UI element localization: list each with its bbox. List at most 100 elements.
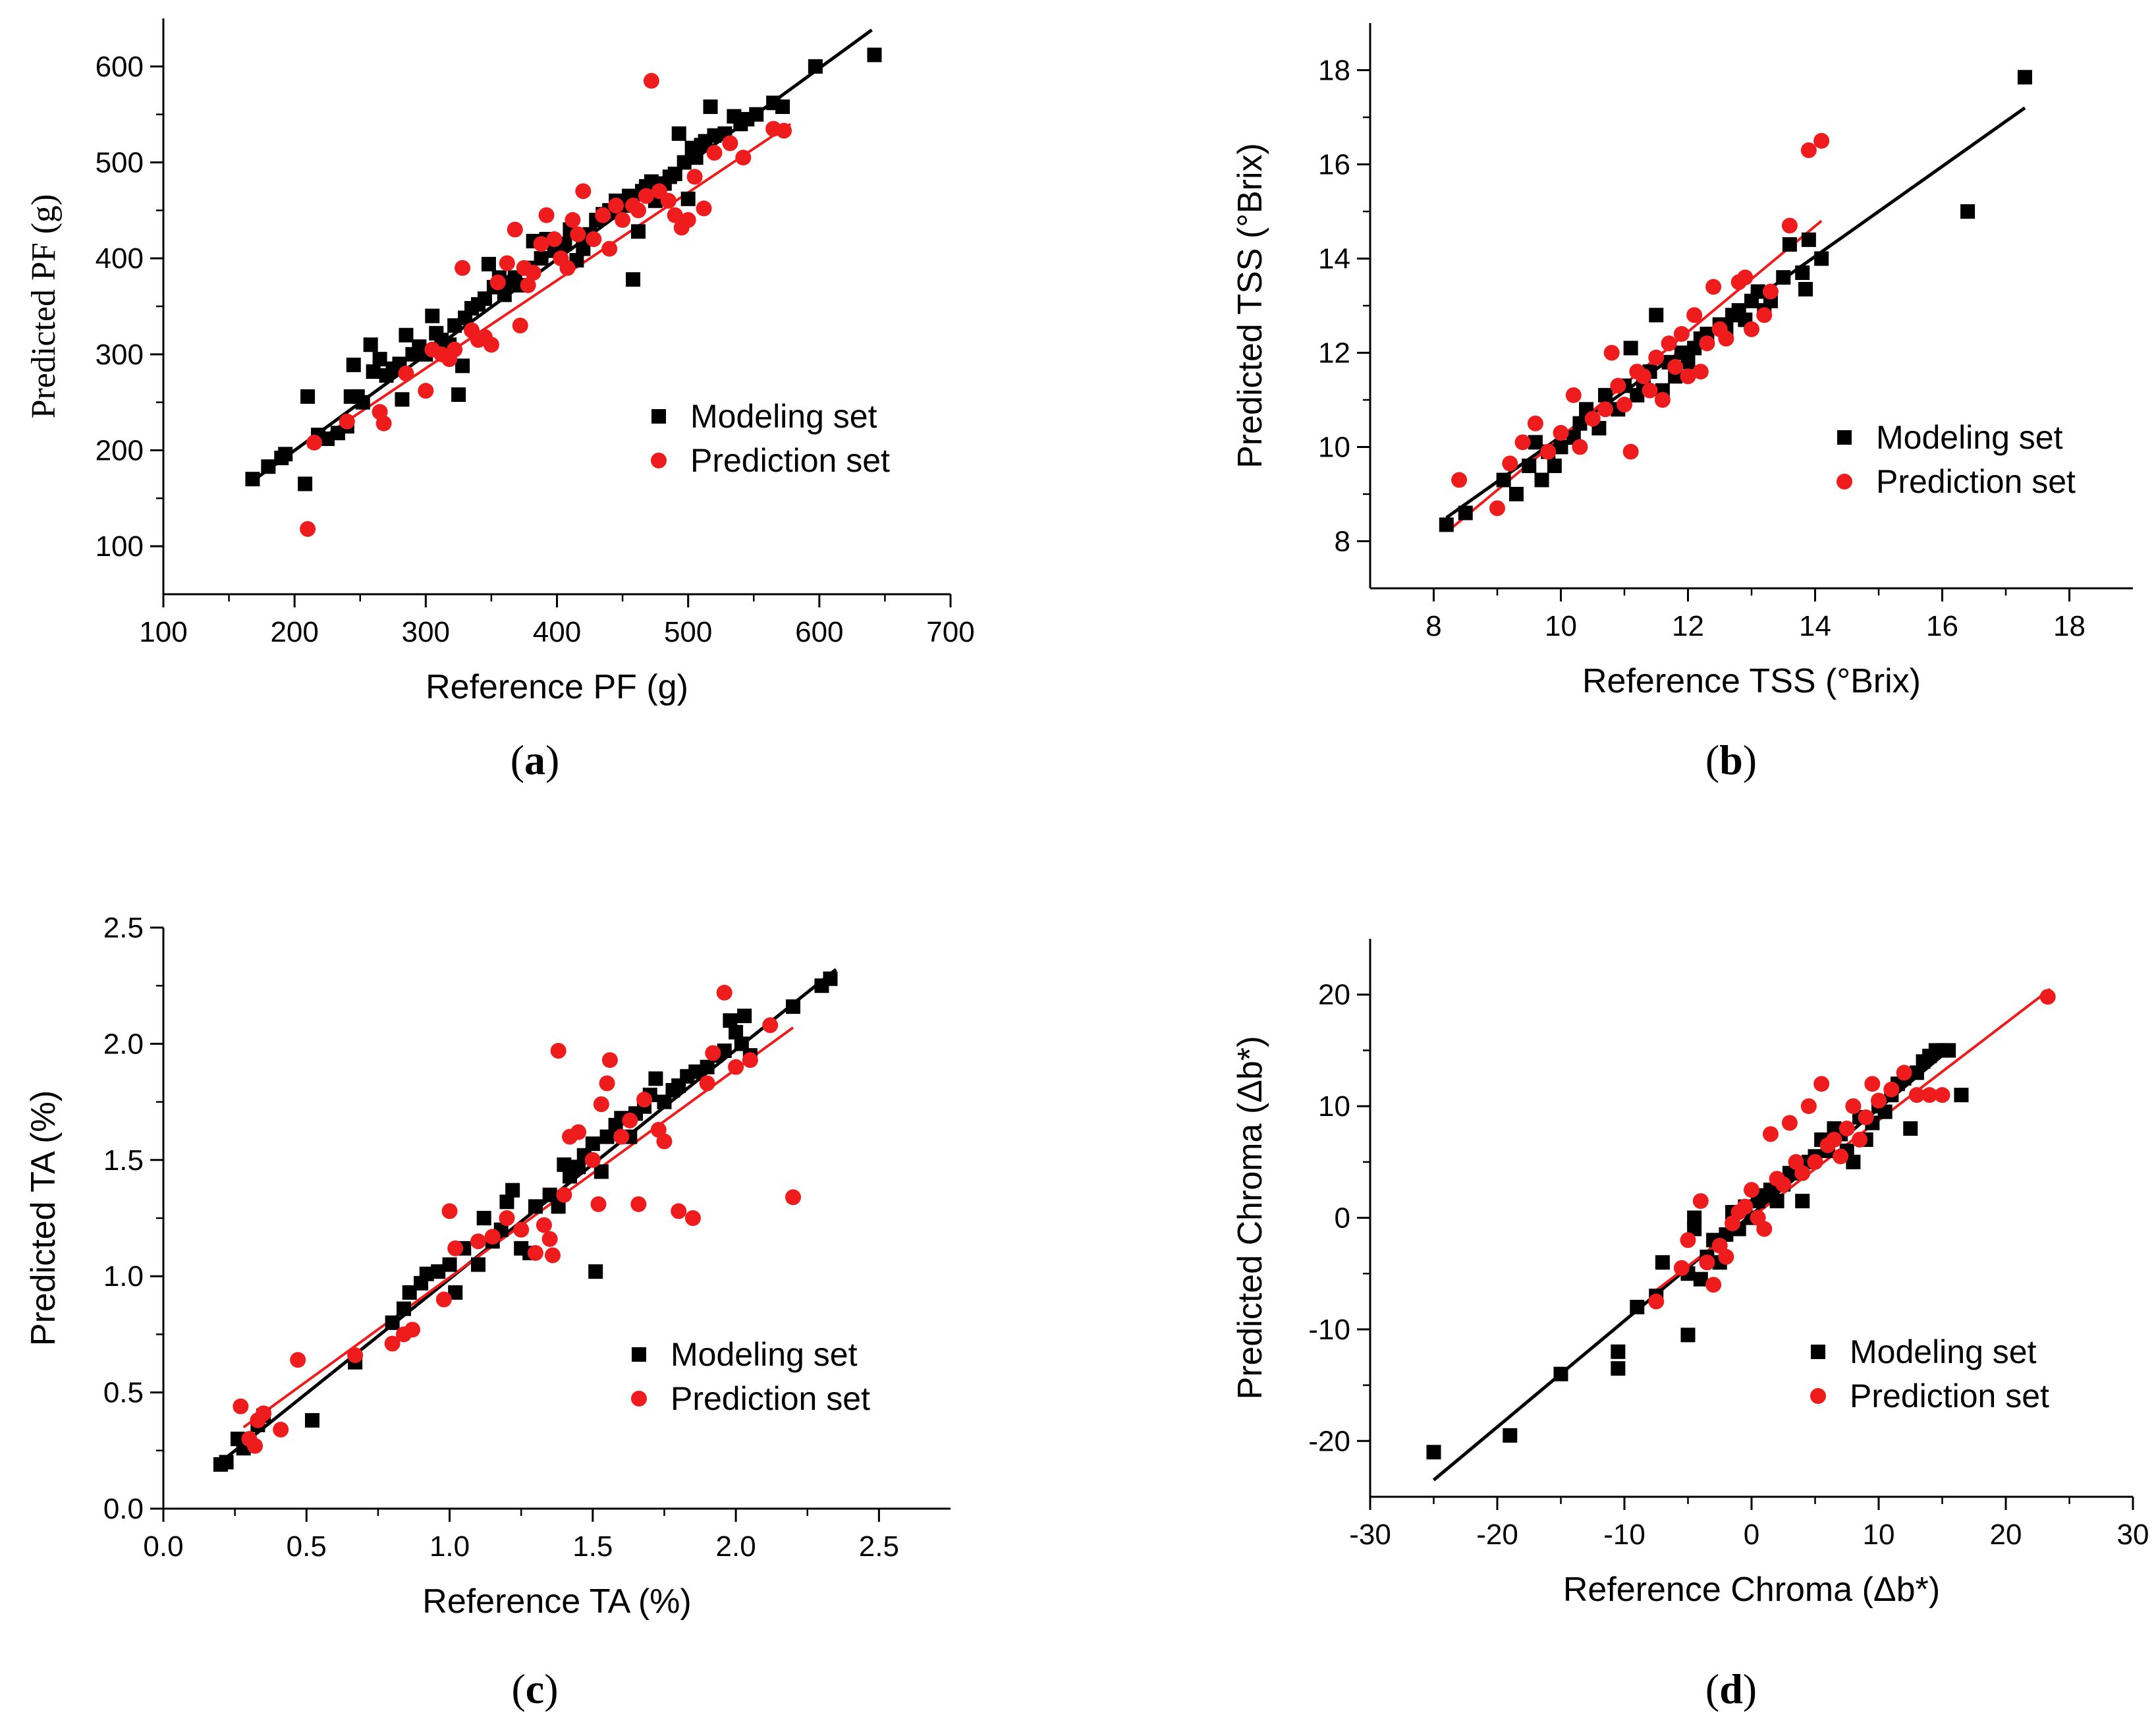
prediction-point [570,226,586,242]
prediction-point [1686,307,1703,323]
x-tick-label: 2.5 [859,1530,899,1563]
x-tick-label: 10 [1863,1519,1895,1551]
prediction-point [541,1231,558,1247]
prediction-point [1705,1277,1722,1293]
prediction-point [1858,1109,1874,1126]
modeling-point [557,1157,572,1172]
x-tick-label: 20 [1990,1519,2022,1551]
prediction-point [525,265,541,281]
modeling-point [451,387,466,403]
prediction-point [1622,443,1639,460]
prediction-point [608,198,624,214]
panel-letter: d [1719,1665,1743,1712]
panel-letter: b [1719,737,1743,783]
modeling-point [534,251,549,266]
panel-d: -30 -20 -10 0 10 20 30 -20 -10 0 10 20 Reference Chr… [1231,939,2149,1712]
x-tick-label: 0.5 [287,1530,327,1563]
modeling-point [1798,281,1813,296]
y-tick-label: 8 [1335,526,1350,558]
y-tick-label: 200 [96,435,144,467]
panel-a: 100 200 300 400 500 600 700 100 200 300 400 500 600 R… [25,18,975,783]
modeling-point [402,1285,417,1300]
prediction-point [533,236,549,252]
modeling-point [1769,1194,1784,1209]
prediction-point [590,1196,607,1212]
x-tick-label: 500 [664,616,712,648]
modeling-point [1693,1271,1708,1287]
modeling-point [1508,487,1524,501]
prediction-point [513,1221,530,1238]
legend-modeling-label: Modeling set [1850,1333,2037,1370]
prediction-point [499,1210,515,1226]
prediction-point [1883,1081,1900,1098]
x-tick-label: -20 [1476,1519,1518,1551]
modeling-point [588,1264,603,1279]
y-tick-label: 1.5 [103,1144,144,1177]
x-axis-title: Reference TSS (°Brix) [1582,662,1921,700]
modeling-point [723,1013,738,1028]
prediction-point [613,1129,630,1145]
modeling-point [1687,1221,1702,1237]
y-tick-label: 14 [1318,243,1350,275]
modeling-point [677,155,692,170]
legend-prediction-marker [1810,1388,1826,1404]
modeling-point [823,971,838,986]
y-tick-label: 400 [96,242,144,275]
y-tick-label: 2.0 [103,1028,144,1060]
modeling-point [599,1129,615,1144]
y-tick-label: -10 [1308,1314,1350,1346]
modeling-point [399,327,414,343]
modeling-point [219,1455,234,1470]
modeling-point [1877,1104,1893,1119]
prediction-point [559,260,576,276]
prediction-point [470,1233,486,1250]
modeling-point [703,99,718,115]
prediction-point [1527,415,1543,432]
x-tick-label: 2.0 [716,1530,756,1563]
prediction-point [347,1347,364,1364]
y-tick-label: 16 [1318,149,1350,181]
y-tick-label: 0.0 [103,1493,144,1525]
prediction-point [1553,425,1569,441]
modeling-point [278,447,293,462]
prediction-point [1871,1092,1887,1109]
prediction-point [1705,279,1722,295]
prediction-point [716,984,732,1001]
prediction-point [1648,349,1665,366]
prediction-point [575,183,592,200]
legend-modeling-marker [1837,430,1852,445]
prediction-point [507,221,523,238]
x-axis-title: Reference PF (g) [426,668,688,706]
modeling-point [867,47,882,63]
legend-prediction-label: Prediction set [1850,1378,2049,1414]
modeling-fit-line [219,968,837,1464]
prediction-point [1489,500,1505,516]
prediction-point [1762,1126,1779,1142]
y-tick-label: 2.5 [103,912,144,944]
prediction-point [1610,377,1626,394]
modeling-point [476,1211,491,1225]
modeling-point [471,1257,485,1272]
prediction-point [785,1189,801,1206]
y-tick-label: 10 [1318,1090,1350,1123]
x-tick-label: 300 [402,616,450,648]
modeling-point [717,1043,732,1058]
panel-label: (d) [1705,1665,1757,1712]
modeling-point [1528,435,1543,450]
x-tick-label: 16 [1926,610,1958,642]
prediction-point [1565,387,1582,403]
prediction-point [1661,335,1677,352]
modeling-point [1503,1428,1518,1443]
prediction-point [1673,325,1690,342]
legend-prediction-marker [1837,474,1852,489]
modeling-point [1553,439,1568,455]
prediction-point [1921,1087,1938,1103]
modeling-point [700,1059,715,1074]
prediction-point [1502,455,1518,472]
prediction-point [300,520,316,537]
modeling-point [481,256,496,271]
x-axis-title: Reference Chroma (Δb*) [1563,1571,1940,1609]
y-tick-label: 12 [1318,337,1350,370]
prediction-point [1934,1087,1950,1103]
modeling-point [630,224,646,239]
